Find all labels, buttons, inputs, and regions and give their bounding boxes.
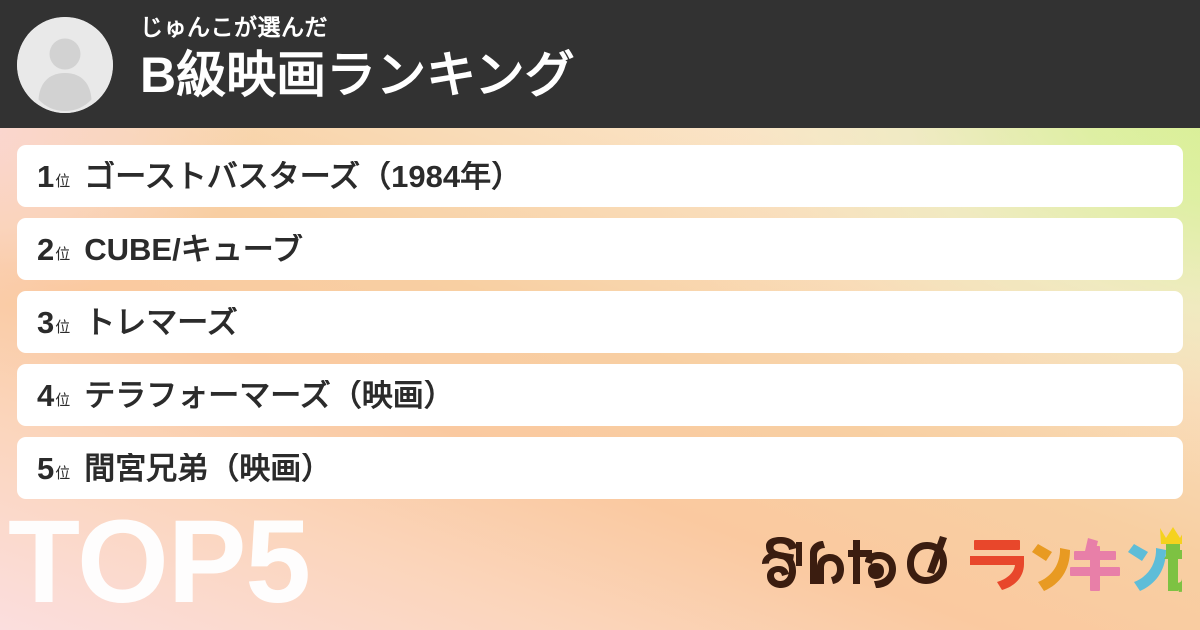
rank-suffix: 位 [55,464,71,482]
ranking-item-title: トレマーズ [84,306,238,338]
header-bar: じゅんこが選んだ B級映画ランキング [0,0,1200,128]
ranking-item-title: 間宮兄弟（映画） [84,452,333,484]
page-title: B級映画ランキング [140,47,575,103]
logo-char-n2 [1128,544,1166,591]
ranking-item-3[interactable]: 3 位 トレマーズ [17,291,1183,353]
ranking-item-title: テラフォーマーズ（映画） [84,379,455,411]
rank-suffix: 位 [55,318,71,336]
brand-logo [752,527,1182,598]
rank-suffix: 位 [55,172,71,190]
logo-char-ki [1070,538,1120,591]
rank-suffix: 位 [55,245,71,263]
user-avatar-icon [17,17,113,113]
ranking-item-title: ゴーストバスターズ（1984年） [84,160,523,192]
rank-suffix: 位 [55,391,71,409]
rank-number: 1 [37,158,55,194]
minna-no-ranking-logo [762,527,1182,592]
header-subtitle: じゅんこが選んだ [140,14,328,40]
rank-number: 5 [37,450,55,486]
logo-char-ra [970,540,1024,590]
ranking-item-1[interactable]: 1 位 ゴーストバスターズ（1984年） [17,145,1183,207]
avatar [17,17,113,113]
top5-watermark: TOP5 [8,496,311,628]
ranking-item-2[interactable]: 2 位 CUBE/キューブ [17,218,1183,280]
logo-char-gu [1164,540,1182,592]
rank-number: 3 [37,304,55,340]
ranking-item-4[interactable]: 4 位 テラフォーマーズ（映画） [17,364,1183,426]
header-text-block: じゅんこが選んだ B級映画ランキング [140,12,1180,106]
ranking-list: 1 位 ゴーストバスターズ（1984年） 2 位 CUBE/キューブ 3 位 ト… [17,145,1183,510]
logo-text-minnano [762,536,947,588]
rank-number: 4 [37,377,55,413]
ranking-item-title: CUBE/キューブ [84,233,303,265]
logo-char-n1 [1032,544,1070,591]
rank-number: 2 [37,231,55,267]
crown-icon [1160,527,1182,544]
ranking-item-5[interactable]: 5 位 間宮兄弟（映画） [17,437,1183,499]
